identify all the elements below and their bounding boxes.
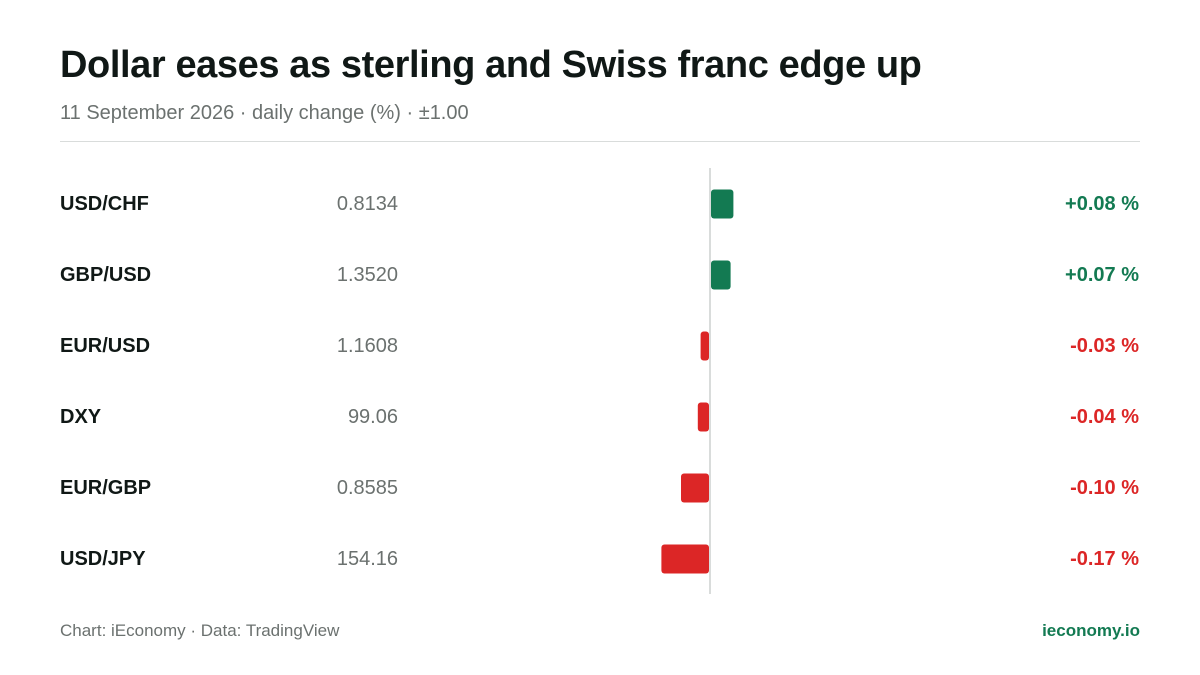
row-usd-jpy: USD/JPY 154.16 -0.17 %	[60, 544, 1139, 574]
chart-rows: USD/CHF 0.8134 +0.08 % GBP/USD 1.3520 +0.07 %…	[60, 189, 1139, 574]
price-value: 1.1608	[337, 335, 398, 357]
row-gbp-usd: GBP/USD 1.3520 +0.07 %	[60, 260, 1139, 290]
pair-label: USD/JPY	[60, 548, 146, 570]
value-label: +0.08 %	[1065, 193, 1139, 215]
row-usd-chf: USD/CHF 0.8134 +0.08 %	[60, 189, 1139, 219]
pair-label: DXY	[60, 406, 102, 428]
bar-usd-chf	[711, 189, 734, 219]
price-value: 0.8134	[337, 193, 398, 215]
brand-link[interactable]: ieconomy.io	[1042, 621, 1140, 640]
value-label: -0.17 %	[1070, 548, 1139, 570]
value-label: -0.03 %	[1070, 335, 1139, 357]
row-eur-gbp: EUR/GBP 0.8585 -0.10 %	[60, 473, 1139, 503]
value-label: +0.07 %	[1065, 264, 1139, 286]
pair-label: USD/CHF	[60, 193, 149, 215]
chart-title: Dollar eases as sterling and Swiss franc…	[60, 44, 922, 86]
bar-usd-jpy	[661, 544, 709, 574]
bar-eur-usd	[700, 331, 709, 361]
pair-label: GBP/USD	[60, 264, 151, 286]
bar-eur-gbp	[681, 473, 709, 503]
pair-label: EUR/GBP	[60, 477, 151, 499]
row-dxy: DXY 99.06 -0.04 %	[60, 402, 1139, 432]
pair-label: EUR/USD	[60, 335, 150, 357]
value-label: -0.10 %	[1070, 477, 1139, 499]
price-value: 0.8585	[337, 477, 398, 499]
header-divider	[60, 141, 1140, 142]
bar-gbp-usd	[711, 260, 731, 290]
price-value: 154.16	[337, 548, 398, 570]
price-value: 1.3520	[337, 264, 398, 286]
bar-dxy	[697, 402, 709, 432]
price-value: 99.06	[348, 406, 398, 428]
value-label: -0.04 %	[1070, 406, 1139, 428]
chart-subtitle: 11 September 2026 · daily change (%) · ±…	[60, 102, 469, 124]
row-eur-usd: EUR/USD 1.1608 -0.03 %	[60, 331, 1139, 361]
source-credit: Chart: iEconomy · Data: TradingView	[60, 621, 340, 640]
